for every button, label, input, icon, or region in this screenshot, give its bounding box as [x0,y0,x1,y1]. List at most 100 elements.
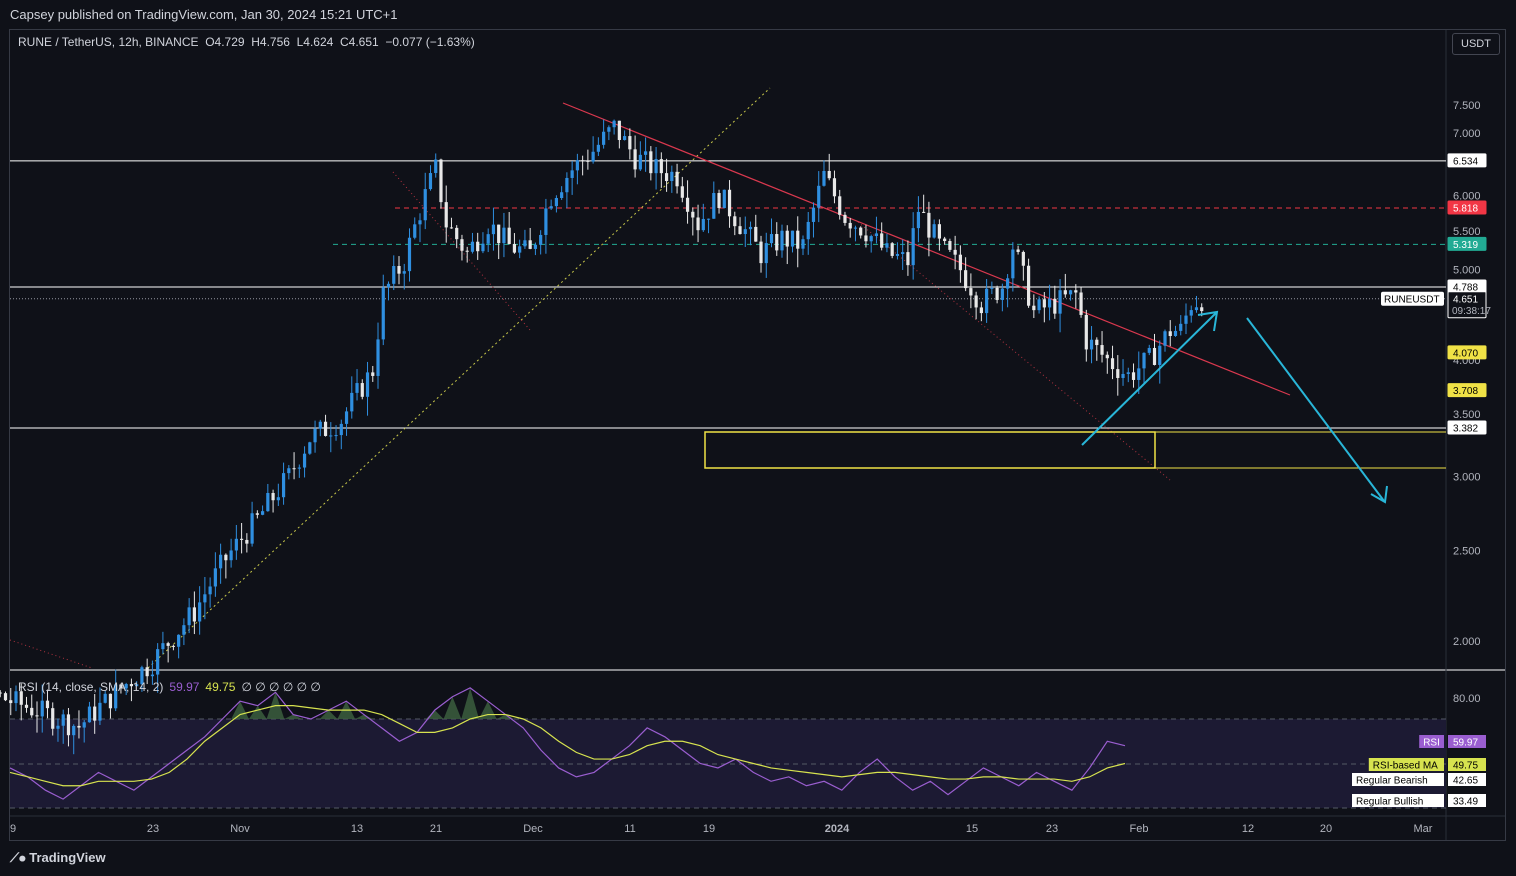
bullish-candle [14,691,18,704]
symbol-tag: RUNEUSDT [1384,294,1440,305]
bullish-candle [491,224,496,235]
bearish-candle [444,202,448,228]
bullish-candle [806,221,810,240]
bearish-candle [691,211,695,218]
time-tick-label: 19 [703,823,715,835]
bullish-candle [570,170,574,178]
bearish-candle [979,307,983,314]
currency-button[interactable]: USDT [1452,33,1500,55]
bullish-candle [895,253,900,256]
bearish-candle [696,217,700,231]
bullish-candle [560,192,564,199]
bearish-candle [1021,251,1025,266]
bearish-candle [119,684,123,689]
bullish-candle [355,383,359,393]
bearish-candle [958,254,962,271]
bullish-candle [418,220,422,225]
bearish-candle [240,538,244,540]
bullish-candle [712,193,716,219]
bearish-candle [633,149,637,170]
bullish-candle [885,243,889,248]
bullish-candle [434,159,438,174]
bullish-candle [706,218,711,220]
bullish-candle [722,189,726,209]
uptrend-dotted-line [147,87,771,669]
price-levels [10,160,1446,429]
bearish-candle [93,706,97,721]
bullish-candle [623,136,627,141]
bearish-candle [880,233,884,248]
bearish-candle [1110,358,1115,370]
bearish-candle [922,211,926,213]
bullish-candle [1147,347,1151,353]
bullish-candle [591,151,595,162]
bullish-candle [182,625,186,635]
bullish-candle [874,233,879,237]
bullish-candle [318,421,322,429]
rsi-tag-name-box [1352,773,1444,786]
rsi-tag-name-box [1368,758,1444,771]
bullish-candle [234,538,238,551]
time-tick-label: 9 [10,823,16,835]
bearish-candle [507,227,511,245]
price-tag-box [1447,383,1487,398]
bullish-candle [539,234,543,245]
tradingview-brand-icon: ⟋⦁ [10,850,30,865]
price-tick-label: 5.000 [1453,264,1481,276]
bullish-candle [402,271,406,274]
bullish-candle [87,706,92,723]
bullish-candle [549,206,553,209]
bearish-candle [1105,354,1109,359]
rsi-legend[interactable]: RSI (14, close, SMA, 14, 2) 59.97 49.75 ∅ ∅… [18,680,321,694]
open-value: O4.729 [205,35,245,49]
rsi-tag-name-box [1352,794,1444,807]
bearish-candle [754,226,758,242]
bullish-candle [423,189,427,221]
bullish-candle [1126,372,1130,374]
bullish-candle [208,586,212,595]
bullish-candle [701,218,705,231]
bullish-candle [575,160,579,171]
bearish-candle [129,684,134,687]
demand-zone [704,431,1156,469]
bullish-candle [61,714,65,726]
downtrend-dotted-line-c [9,639,93,669]
bullish-candle [297,467,301,469]
bullish-candle [40,700,44,717]
time-tick-label: 20 [1320,823,1332,835]
bearish-candle [497,224,501,244]
bearish-candle [66,714,71,736]
bearish-candle [617,120,621,141]
rsi-overbought-fill [231,687,515,719]
rsi-tag-value: 49.75 [1453,761,1478,772]
bullish-candle [281,473,286,498]
bearish-candle [864,235,868,242]
price-tick-label: 3.000 [1453,472,1481,484]
bullish-candle [260,511,265,515]
bearish-candle [1168,331,1172,337]
bearish-candle [995,287,999,300]
rsi-line [9,687,1126,800]
price-tag-label: 4.788 [1453,283,1478,294]
bullish-candle [523,240,527,247]
bullish-candle [229,550,233,561]
rsi-ma-line [9,705,1126,787]
bullish-candle [1000,288,1004,300]
bearish-candle [680,186,684,198]
rsi-tag-name-box [1419,735,1444,748]
bullish-candle [990,287,994,289]
symbol-legend[interactable]: RUNE / TetherUS, 12h, BINANCE O4.729 H4.… [18,35,475,49]
bearish-candle [964,270,968,289]
bullish-candle [654,159,658,174]
bullish-candle [413,224,417,238]
bullish-candle [1058,290,1062,314]
brand-text: TradingView [29,850,106,865]
price-axis: 7.5007.0006.0005.5005.0004.0003.5003.000… [1453,100,1481,705]
bearish-candle [827,170,831,179]
bullish-candle [1173,330,1178,337]
bullish-candle [748,226,753,230]
bearish-candle [3,693,8,701]
bullish-candle [565,177,569,193]
bearish-candle [192,607,196,622]
